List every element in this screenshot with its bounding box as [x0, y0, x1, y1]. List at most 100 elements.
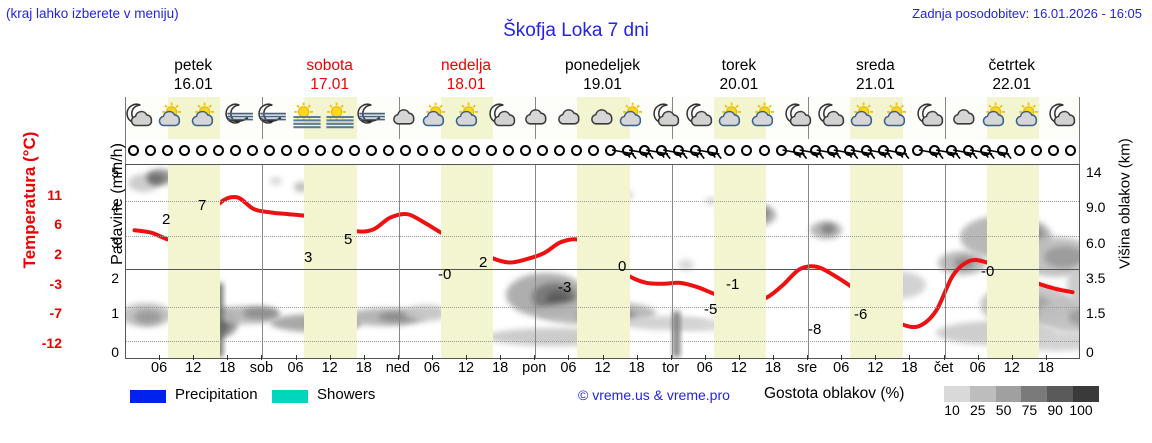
weather-icon-strip	[125, 97, 1080, 139]
day-date: 18.01	[446, 76, 486, 93]
x-tick-12: 12	[321, 360, 338, 376]
day-date: 19.01	[583, 76, 622, 93]
day-separator	[671, 165, 673, 358]
x-tick-12: 12	[867, 360, 884, 376]
x-tick-mark	[1011, 355, 1013, 360]
temperature-tick-2: 2	[54, 246, 62, 262]
x-tick-06: 06	[560, 360, 577, 376]
day-separator	[944, 97, 946, 139]
weather-icon-moon-cloud	[1048, 99, 1079, 135]
day-separator	[944, 165, 946, 358]
wind-calm-marker	[161, 145, 173, 156]
weather-icon-sun-cloud	[455, 99, 489, 135]
weather-icon-sun-cloud	[191, 99, 225, 135]
x-tick-18: 18	[492, 360, 509, 376]
day-header-sobota: sobota 17.01	[261, 56, 397, 94]
precipitation-tick-1: 1	[111, 305, 119, 321]
weather-icon-moon-wind	[257, 99, 291, 135]
weather-icon-cloud	[587, 99, 621, 135]
x-tick-12: 12	[457, 360, 475, 376]
density-tick-90: 90	[1047, 402, 1063, 418]
day-name: ponedeljek	[564, 57, 640, 74]
daylight-band	[850, 165, 903, 358]
wind-calm-marker	[178, 145, 190, 156]
page-title: Škofja Loka 7 dni	[503, 20, 649, 41]
wind-barb-strip	[125, 139, 1080, 164]
weather-icon-sun-cloud	[982, 99, 1016, 135]
wind-calm-marker	[536, 145, 548, 156]
copyright-label[interactable]: © vreme.us & vreme.pro	[578, 387, 730, 403]
day-name: torek	[721, 57, 757, 74]
weather-icon-sun-cloud	[718, 99, 752, 135]
grid-line	[126, 341, 1079, 342]
weather-icon-cloud	[521, 99, 555, 135]
day-name: sreda	[855, 57, 895, 74]
x-tick-18: 18	[901, 360, 918, 376]
grid-line	[126, 236, 1079, 237]
wind-calm-marker	[212, 145, 224, 156]
wind-calm-marker	[383, 145, 395, 156]
wind-calm-marker	[195, 145, 207, 156]
x-tick-mark	[159, 355, 161, 360]
weather-icon-moon-cloud	[817, 99, 851, 135]
x-tick-mark	[295, 355, 297, 360]
wind-calm-marker	[417, 145, 429, 156]
day-separator	[535, 165, 537, 358]
x-tick-mark	[193, 355, 195, 360]
temperature-point-label: 5	[344, 231, 353, 248]
density-tick-75: 75	[1021, 402, 1038, 418]
wind-calm-marker	[485, 145, 497, 156]
x-tick-mark	[329, 355, 331, 360]
weather-icon-sun-cloud	[158, 99, 192, 135]
x-tick-pon: pon	[522, 360, 547, 376]
x-tick-ned: ned	[385, 360, 410, 376]
day-header-torek: torek 20.01	[671, 56, 807, 94]
precipitation-tick-3: 3	[111, 235, 119, 251]
x-tick-sre: sre	[797, 360, 818, 376]
x-tick-mark	[977, 355, 979, 360]
location-menu-hint: (kraj lahko izberete v meniju)	[6, 6, 179, 21]
x-tick-sob: sob	[249, 360, 274, 376]
cloud-height-tick-1.5: 1.5	[1086, 305, 1106, 321]
wind-calm-marker	[451, 145, 463, 156]
cloud-height-tick-14: 14	[1086, 164, 1102, 180]
weather-icon-sun-cloud	[1015, 99, 1049, 135]
day-header-row: petek 16.01 sobota 17.01 nedelja 18.01 ponedel…	[125, 56, 1080, 96]
density-swatch	[1073, 386, 1099, 402]
wind-calm-marker	[741, 145, 753, 156]
wind-calm-marker	[400, 145, 412, 156]
density-tick-100: 100	[1069, 402, 1093, 418]
day-date: 16.01	[173, 76, 213, 93]
chart-legend: Precipitation Showers © vreme.us & vreme…	[0, 385, 1152, 426]
last-update-label: Zadnja posodobitev: 16.01.2026 - 16:05	[912, 6, 1142, 21]
x-tick-06: 06	[969, 360, 986, 376]
temperature-tick--3: -3	[49, 276, 62, 292]
grid-line	[126, 307, 1079, 308]
x-tick-18: 18	[628, 360, 645, 376]
wind-calm-marker	[570, 145, 582, 156]
x-tick-06: 06	[696, 360, 713, 376]
x-tick-mark	[738, 355, 740, 360]
density-swatch	[1047, 386, 1073, 402]
weather-icon-moon-cloud	[488, 99, 522, 135]
x-tick-06: 06	[151, 360, 168, 376]
x-tick-mark	[943, 355, 945, 360]
day-date: 21.01	[855, 76, 895, 93]
x-axis-ticks: 06 12 18 sob 06 12 18 ned 06 12 18 pon 06 12 18 tor 06 12…	[125, 355, 1080, 382]
x-tick-mark	[568, 355, 570, 360]
weather-icon-moon-cloud	[652, 99, 686, 135]
temperature-point-label: 2	[479, 254, 488, 271]
density-swatch	[969, 386, 996, 402]
daylight-band	[440, 165, 494, 358]
cloud-height-tick-6.0: 6.0	[1086, 235, 1106, 251]
day-header-četrtek: četrtek 22.01	[944, 56, 1080, 94]
wind-calm-marker	[1065, 145, 1077, 156]
wind-calm-marker	[366, 145, 378, 156]
showers-legend-label: Showers	[317, 386, 376, 403]
temperature-point-label: -1	[726, 276, 740, 293]
wind-calm-marker	[127, 145, 139, 156]
weather-icon-moon-cloud	[126, 99, 159, 135]
wind-calm-marker	[724, 145, 736, 156]
wind-calm-marker	[553, 145, 565, 156]
x-tick-čet: čet	[933, 360, 954, 376]
